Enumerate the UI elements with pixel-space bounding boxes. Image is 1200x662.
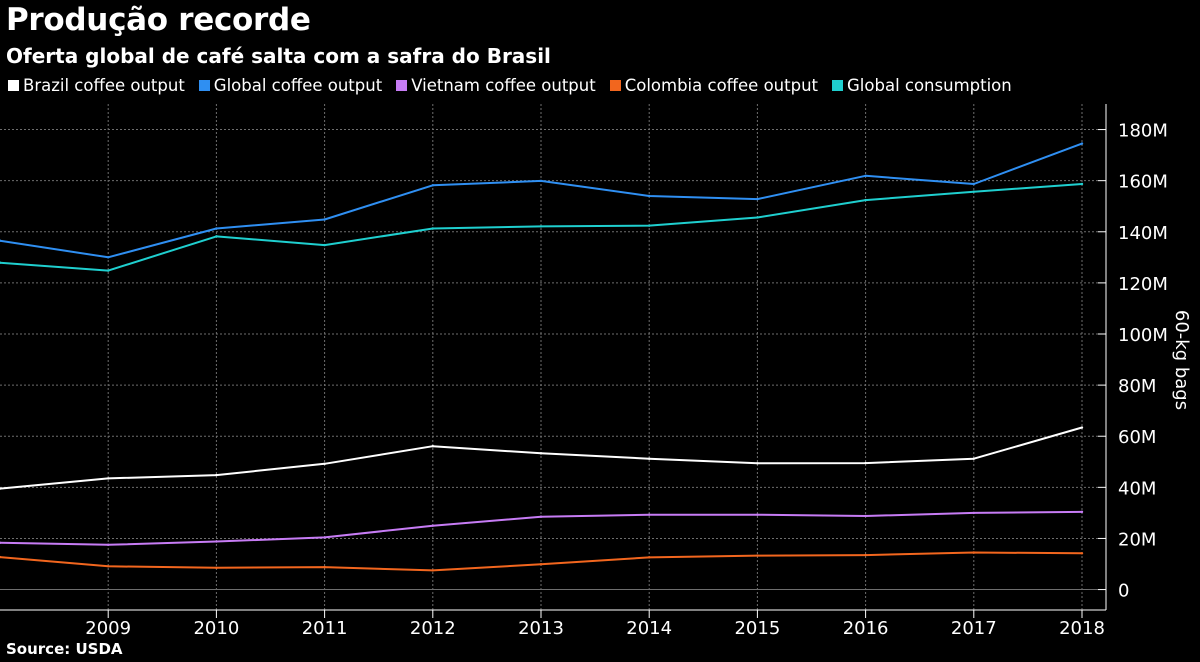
- y-tick-label: 160M: [1118, 172, 1168, 193]
- y-tick-label: 100M: [1118, 325, 1168, 346]
- data-point: [864, 461, 867, 465]
- data-point: [648, 513, 651, 516]
- data-point: [215, 473, 218, 477]
- data-point: [215, 566, 218, 570]
- y-axis-label: 60-kg bags: [1171, 310, 1192, 410]
- y-tick-label: 140M: [1118, 223, 1168, 244]
- y-tick-label: 40M: [1118, 478, 1156, 499]
- y-tick-label: 180M: [1118, 121, 1168, 142]
- data-point: [864, 198, 867, 202]
- x-tick-label: 2010: [193, 618, 239, 639]
- data-point: [431, 524, 434, 527]
- data-point: [864, 553, 867, 557]
- data-point: [0, 541, 2, 544]
- data-point: [864, 514, 867, 518]
- legend-swatch: [396, 80, 408, 91]
- data-point: [107, 256, 110, 259]
- data-point: [215, 540, 218, 543]
- x-tick-label: 2018: [1059, 618, 1105, 639]
- x-tick-label: 2015: [734, 618, 780, 639]
- data-point: [431, 444, 434, 448]
- data-point: [431, 227, 434, 230]
- chart-source: Source: USDA: [6, 640, 123, 658]
- data-point: [756, 197, 759, 201]
- data-point: [323, 243, 326, 247]
- chart-legend: Brazil coffee output Global coffee output…: [8, 76, 1012, 95]
- legend-label: Global consumption: [847, 76, 1012, 95]
- data-point: [539, 563, 543, 566]
- legend-label: Vietnam coffee output: [411, 76, 596, 95]
- data-point: [323, 218, 326, 221]
- legend-label: Global coffee output: [213, 76, 383, 95]
- data-point: [972, 511, 975, 515]
- data-point: [107, 269, 110, 272]
- legend-swatch: [8, 80, 19, 91]
- data-point: [972, 182, 975, 186]
- legend-swatch: [832, 80, 844, 91]
- data-point: [323, 565, 326, 569]
- legend-item: Global consumption: [832, 76, 1012, 95]
- data-point: [323, 462, 326, 466]
- legend-label: Colombia coffee output: [624, 76, 819, 95]
- data-point: [0, 555, 2, 559]
- data-point: [648, 224, 651, 227]
- data-point: [107, 565, 110, 568]
- data-point: [648, 457, 651, 460]
- legend-item: Global coffee output: [198, 76, 383, 95]
- data-point: [215, 235, 218, 238]
- x-tick-label: 2017: [951, 618, 997, 639]
- data-point: [756, 216, 759, 219]
- x-tick-label: 2014: [626, 618, 672, 639]
- data-point: [539, 225, 543, 228]
- data-point: [1080, 426, 1084, 429]
- legend-item: Vietnam coffee output: [396, 76, 596, 95]
- data-point: [107, 543, 110, 547]
- data-point: [756, 513, 759, 516]
- x-tick-label: 2013: [518, 618, 564, 639]
- y-tick-label: 120M: [1118, 274, 1168, 295]
- data-point: [539, 452, 543, 455]
- chart-subtitle: Oferta global de café salta com a safra …: [6, 44, 551, 68]
- data-point: [539, 515, 543, 518]
- data-point: [1080, 510, 1084, 514]
- data-point: [0, 239, 2, 242]
- data-point: [756, 462, 759, 465]
- x-tick-label: 2016: [843, 618, 889, 639]
- data-point: [1080, 182, 1084, 186]
- data-point: [431, 569, 434, 572]
- data-point: [864, 174, 867, 178]
- data-point: [972, 190, 975, 193]
- data-point: [539, 179, 543, 183]
- y-tick-label: 0: [1118, 581, 1129, 602]
- y-tick-label: 80M: [1118, 376, 1156, 397]
- legend-swatch: [609, 80, 621, 91]
- data-point: [0, 261, 2, 264]
- y-tick-label: 20M: [1118, 529, 1156, 550]
- data-point: [107, 477, 110, 480]
- data-point: [972, 551, 975, 554]
- x-tick-label: 2009: [85, 618, 131, 639]
- data-point: [1080, 142, 1084, 145]
- data-point: [0, 487, 2, 490]
- data-point: [648, 194, 651, 198]
- y-tick-label: 60M: [1118, 427, 1156, 448]
- data-point: [323, 536, 326, 539]
- legend-item: Brazil coffee output: [8, 76, 185, 95]
- data-point: [648, 556, 651, 559]
- legend-swatch: [198, 80, 210, 91]
- chart-title: Produção recorde: [6, 2, 311, 38]
- x-tick-label: 2012: [410, 618, 456, 639]
- data-point: [215, 227, 218, 230]
- x-tick-label: 2011: [302, 618, 348, 639]
- data-point: [972, 457, 975, 460]
- legend-label: Brazil coffee output: [23, 76, 185, 95]
- legend-item: Colombia coffee output: [609, 76, 819, 95]
- data-point: [1080, 552, 1084, 555]
- data-point: [431, 184, 434, 187]
- data-point: [756, 554, 759, 557]
